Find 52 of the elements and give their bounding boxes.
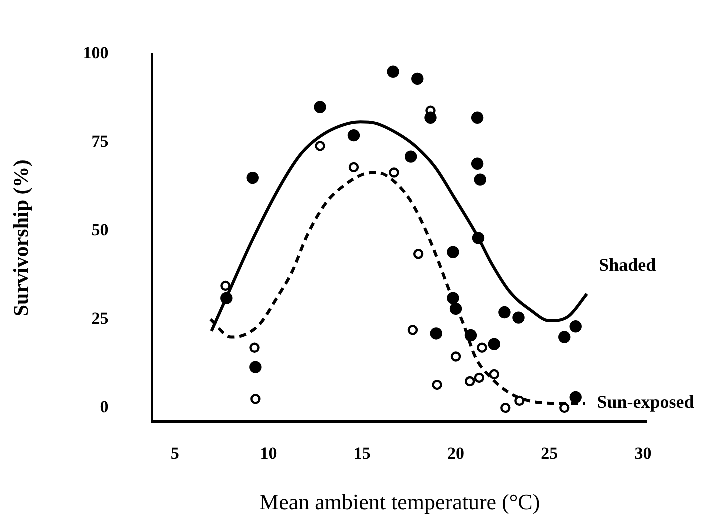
point: [246, 172, 259, 184]
point: [430, 328, 442, 340]
point: [464, 376, 476, 387]
point: [250, 342, 260, 353]
point: [558, 331, 571, 344]
point: [500, 402, 511, 414]
point: [474, 372, 485, 384]
point: [498, 306, 511, 319]
point: [489, 369, 500, 380]
point: [570, 320, 582, 333]
y-tick-label: 75: [92, 132, 109, 152]
x-tick-label: 20: [448, 444, 465, 463]
point: [424, 112, 437, 124]
point: [447, 246, 460, 258]
point: [250, 361, 262, 374]
point: [474, 174, 486, 186]
x-tick-label: 25: [541, 444, 558, 463]
x-tick-label: 10: [260, 444, 278, 463]
series-label: Sun-exposed: [597, 392, 694, 412]
y-axis-title: Survivorship (%): [9, 160, 34, 317]
point: [514, 396, 525, 406]
point: [570, 391, 582, 404]
x-tick-label: 30: [634, 444, 652, 463]
series-label: Shaded: [599, 254, 656, 275]
point: [389, 168, 400, 178]
point: [348, 129, 360, 142]
point: [404, 150, 418, 163]
point: [488, 338, 501, 350]
point: [560, 402, 570, 414]
point: [432, 380, 442, 390]
x-tick-label: 15: [354, 444, 371, 463]
x-tick-label: 5: [170, 444, 180, 463]
point: [348, 162, 360, 173]
point: [477, 342, 488, 353]
y-tick-label: 50: [92, 220, 109, 240]
point: [512, 312, 525, 324]
point: [408, 325, 418, 336]
point: [471, 158, 484, 170]
point: [314, 101, 326, 114]
point: [220, 280, 231, 292]
y-tick-label: 25: [92, 308, 109, 328]
x-axis-title: Mean ambient temperature (°C): [260, 490, 540, 515]
point: [471, 112, 484, 124]
point: [413, 249, 424, 260]
point: [387, 66, 400, 78]
point: [250, 394, 261, 404]
point: [464, 329, 478, 342]
point: [450, 352, 462, 362]
point: [412, 72, 424, 86]
y-tick-label: 0: [100, 397, 109, 416]
point: [315, 141, 326, 152]
y-tick-label: 100: [83, 44, 109, 63]
